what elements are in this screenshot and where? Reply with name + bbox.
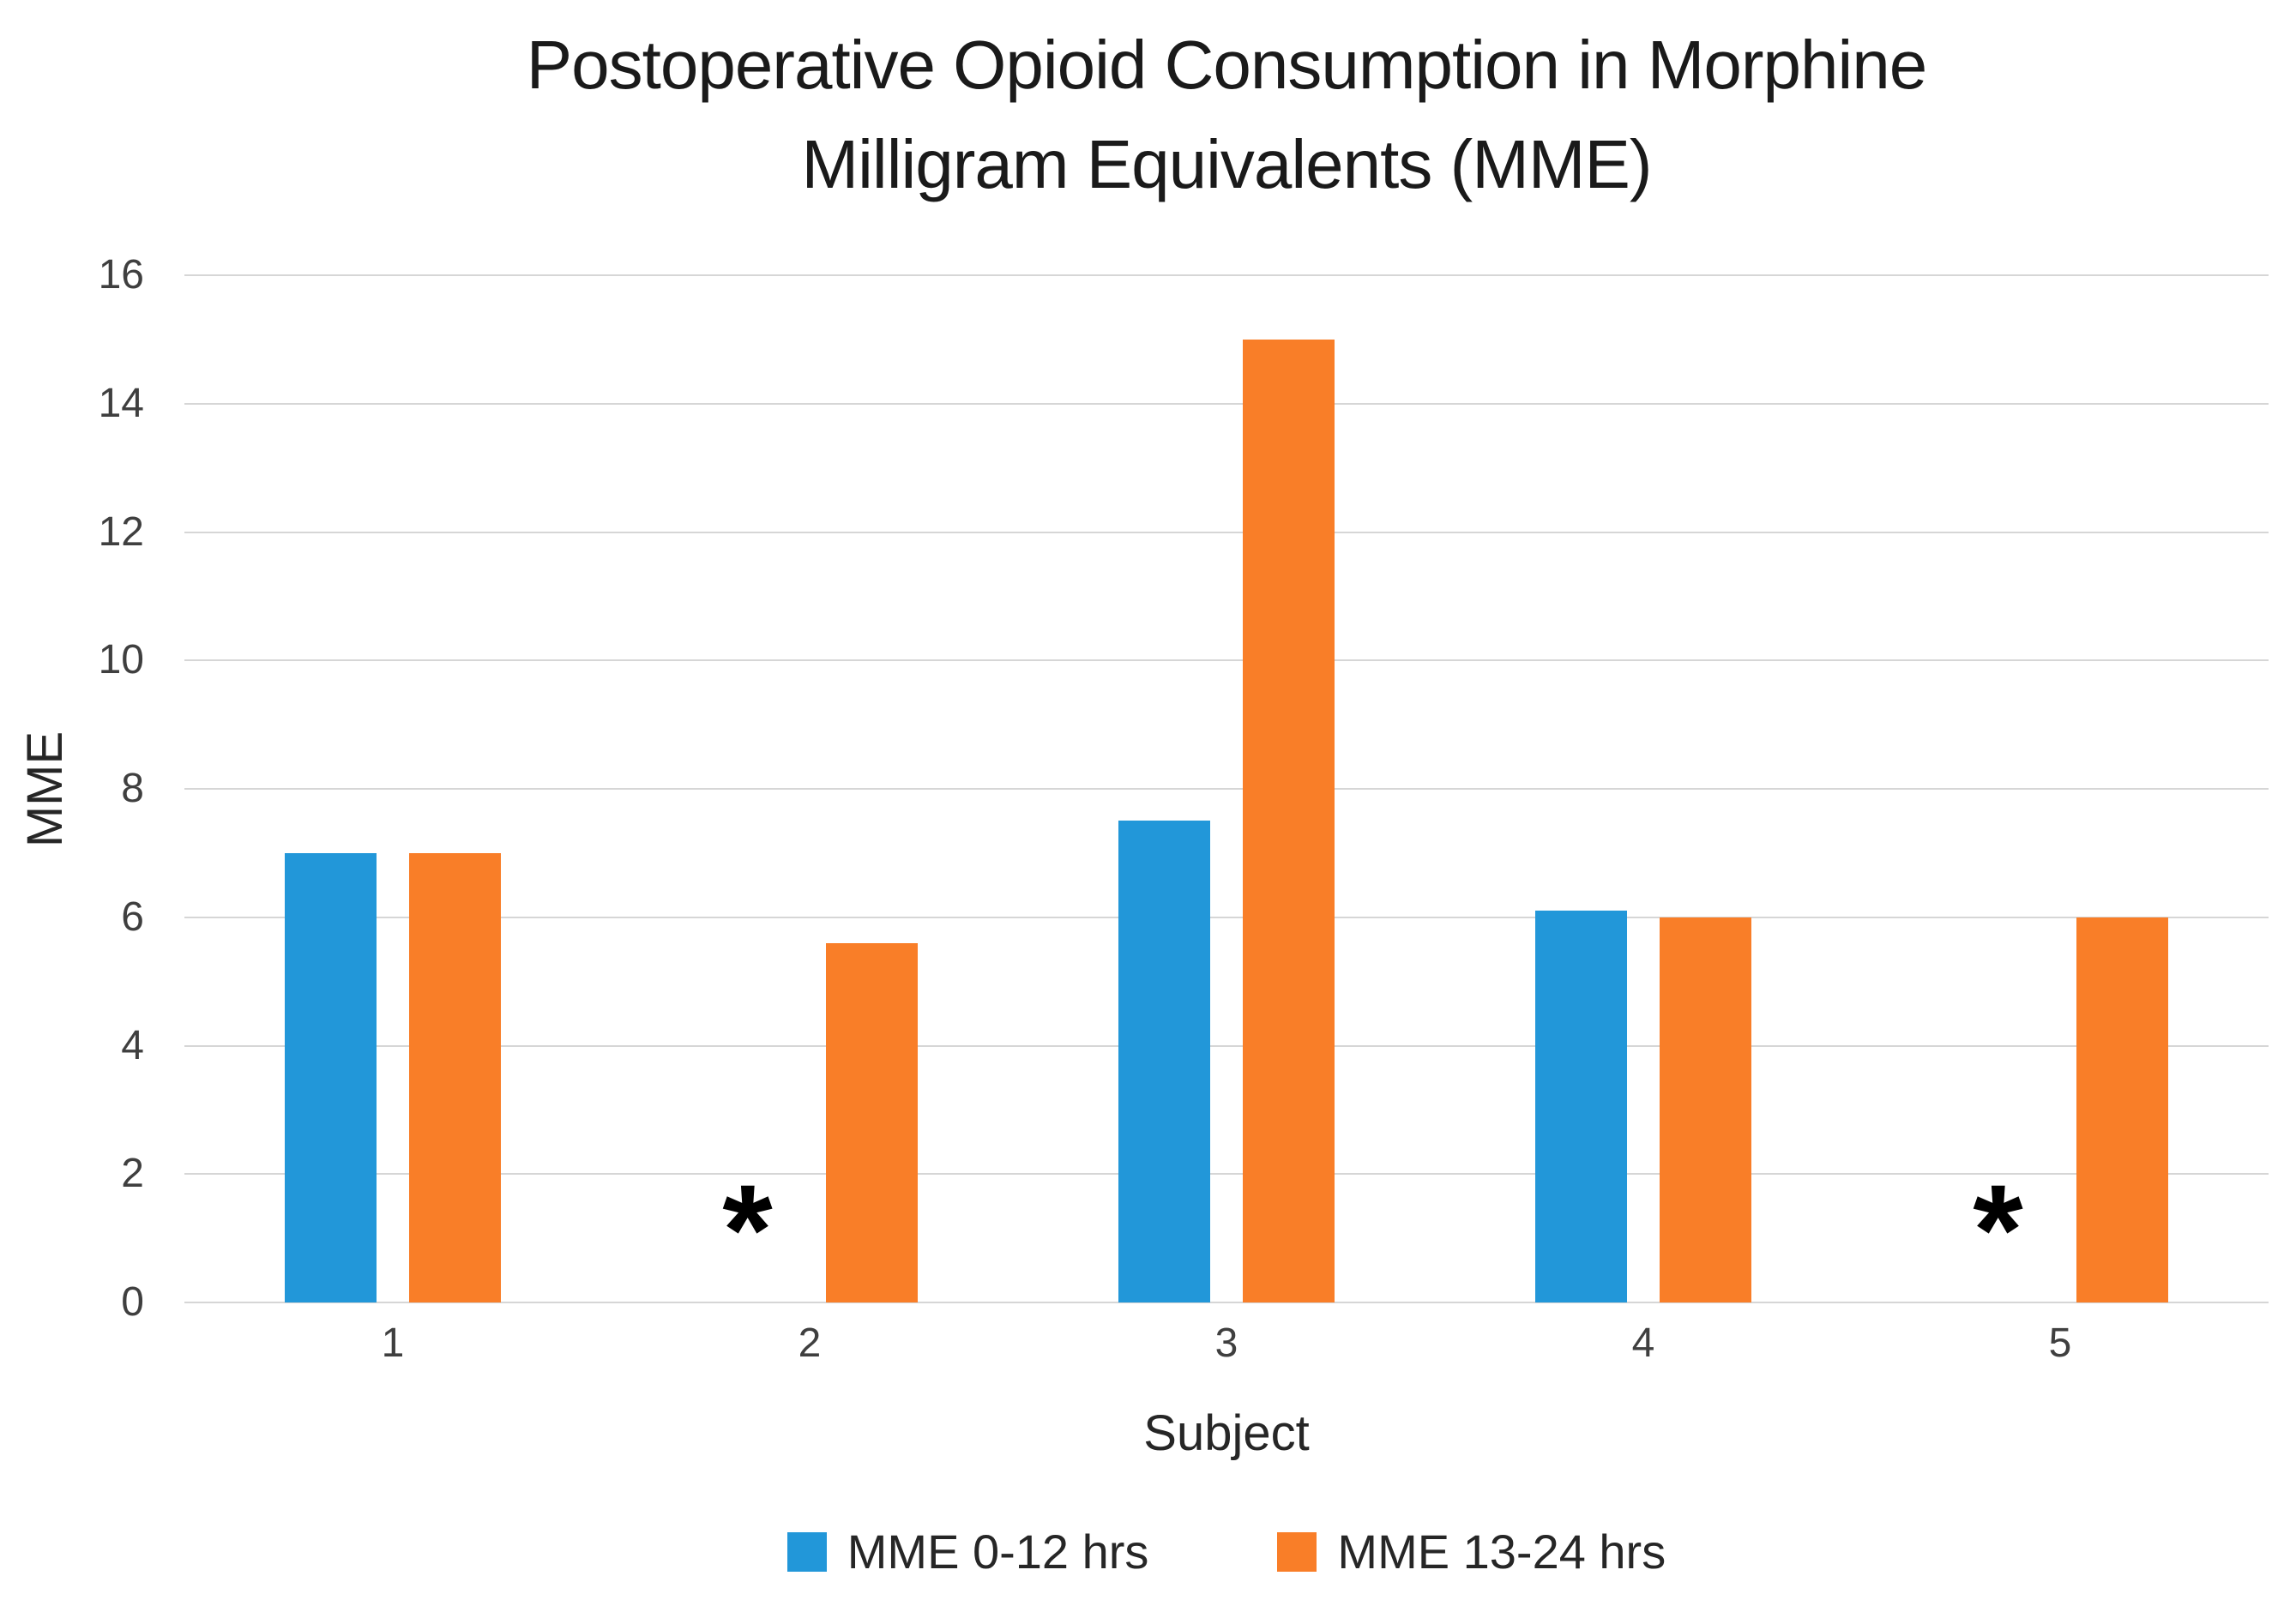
y-tick-label-2: 2 [121,1151,144,1197]
y-tick-label-8: 8 [121,766,144,811]
gridline-0 [184,1302,2269,1303]
legend-swatch-mme-13-24-hrs [1277,1532,1317,1572]
bar-mme-0-12-hrs-subject-4 [1535,911,1627,1302]
gridline-4 [184,1044,2269,1047]
y-tick-label-14: 14 [98,380,144,426]
chart-title: Postoperative Opioid Consumption in Morp… [184,15,2269,214]
x-tick-label-1: 1 [381,1320,405,1366]
gridline-6 [184,916,2269,918]
bar-mme-13-24-hrs-subject-2 [826,942,918,1302]
gridline-16 [184,274,2269,276]
bar-group-subject-2: * 2 [601,275,1018,1364]
bar-group-subject-4: 4 [1435,275,1852,1364]
y-tick-label-16: 16 [98,252,144,298]
bar-mme-13-24-hrs-subject-3 [1243,339,1335,1302]
y-tick-label-10: 10 [98,637,144,683]
x-tick-label-3: 3 [1214,1320,1238,1366]
y-tick-label-0: 0 [121,1279,144,1325]
bar-mme-13-24-hrs-subject-4 [1660,917,1751,1302]
gridline-2 [184,1173,2269,1176]
bar-mme-13-24-hrs-subject-5 [2076,917,2168,1302]
legend-label-mme-13-24-hrs: MME 13-24 hrs [1337,1525,1666,1579]
bar-group-subject-5: * 5 [1852,275,2269,1364]
bar-mme-13-24-hrs-subject-1 [409,852,501,1302]
y-tick-label-6: 6 [121,893,144,940]
y-tick-labels: 0 2 4 6 8 10 12 14 16 [0,255,144,1323]
legend: MME 0-12 hrs MME 13-24 hrs [184,1528,2269,1576]
bar-group-subject-1: 1 [184,275,601,1364]
bar-mme-0-12-hrs-subject-1 [285,852,377,1302]
gridline-10 [184,659,2269,662]
y-tick-label-4: 4 [121,1022,144,1068]
bar-groups: 1 * 2 3 4 * 5 [184,275,2269,1364]
chart-title-line2: Milligram Equivalents (MME) [801,126,1653,202]
legend-label-mme-0-12-hrs: MME 0-12 hrs [847,1525,1149,1579]
legend-item-mme-0-12-hrs: MME 0-12 hrs [786,1525,1149,1579]
x-tick-label-4: 4 [1631,1320,1655,1366]
y-tick-label-12: 12 [98,508,144,555]
asterisk-annotation-subject-2: * [722,1158,773,1302]
bar-mme-0-12-hrs-subject-3 [1118,821,1210,1302]
asterisk-annotation-subject-5: * [1973,1158,2023,1302]
gridline-14 [184,402,2269,405]
bar-group-subject-3: 3 [1018,275,1435,1364]
gridline-8 [184,788,2269,790]
gridline-12 [184,531,2269,533]
chart-title-line1: Postoperative Opioid Consumption in Morp… [526,27,1927,103]
legend-swatch-mme-0-12-hrs [786,1532,827,1572]
plot-area: 1 * 2 3 4 * 5 [184,274,2269,1364]
legend-item-mme-13-24-hrs: MME 13-24 hrs [1277,1528,1666,1576]
x-tick-label-2: 2 [798,1320,822,1366]
x-axis-title: Subject [1143,1405,1310,1461]
x-tick-label-5: 5 [2048,1320,2072,1366]
